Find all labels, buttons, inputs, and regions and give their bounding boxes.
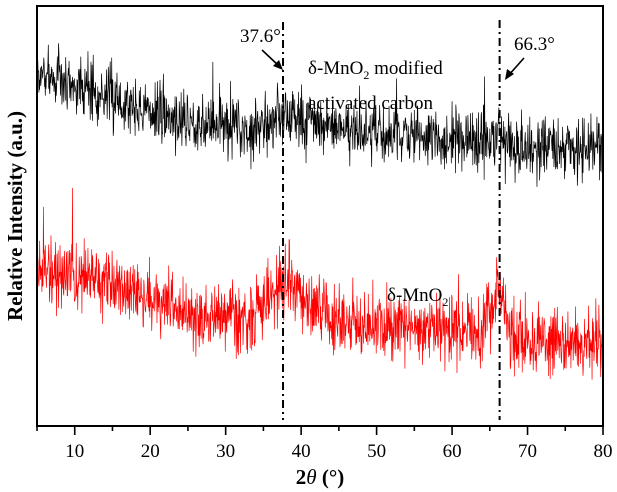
x-tick-label: 60 [443, 441, 462, 462]
y-axis-title: Relative Intensity (a.u.) [3, 111, 27, 321]
series-modified-activated-carbon [36, 43, 604, 187]
series-delta-mno2 [36, 187, 604, 380]
annotation-mno2: δ-MnO2 [387, 285, 448, 309]
series-layer [36, 43, 604, 380]
annotation-line2: activated carbon [308, 93, 434, 114]
x-axis-tick-labels: 10 20 30 40 50 60 70 80 [65, 441, 612, 462]
x-tick-label: 20 [141, 441, 160, 462]
x-tick-label: 40 [292, 441, 311, 462]
annotation-line1: δ-MnO2 modified [308, 58, 443, 82]
annotation-modified-carbon: δ-MnO2 modified activated carbon [308, 58, 443, 114]
arrow-icon [261, 49, 283, 70]
x-tick-label: 10 [65, 441, 84, 462]
x-axis-ticks [36, 426, 604, 435]
x-axis-title: 2θ (°) [296, 465, 344, 489]
x-tick-label: 50 [367, 441, 386, 462]
peak-label-66-3: 66.3° [514, 34, 555, 55]
x-axis-title-suffix: (°) [317, 465, 345, 489]
x-tick-label: 80 [594, 441, 613, 462]
peak-label-37-6: 37.6° [240, 26, 281, 47]
arrow-icon [505, 57, 525, 80]
x-axis-title-theta: θ [306, 465, 316, 489]
x-tick-label: 70 [518, 441, 537, 462]
reference-lines [282, 20, 501, 420]
plot-frame [36, 5, 604, 427]
x-tick-label: 30 [216, 441, 235, 462]
x-axis-title-prefix: 2 [296, 465, 307, 489]
